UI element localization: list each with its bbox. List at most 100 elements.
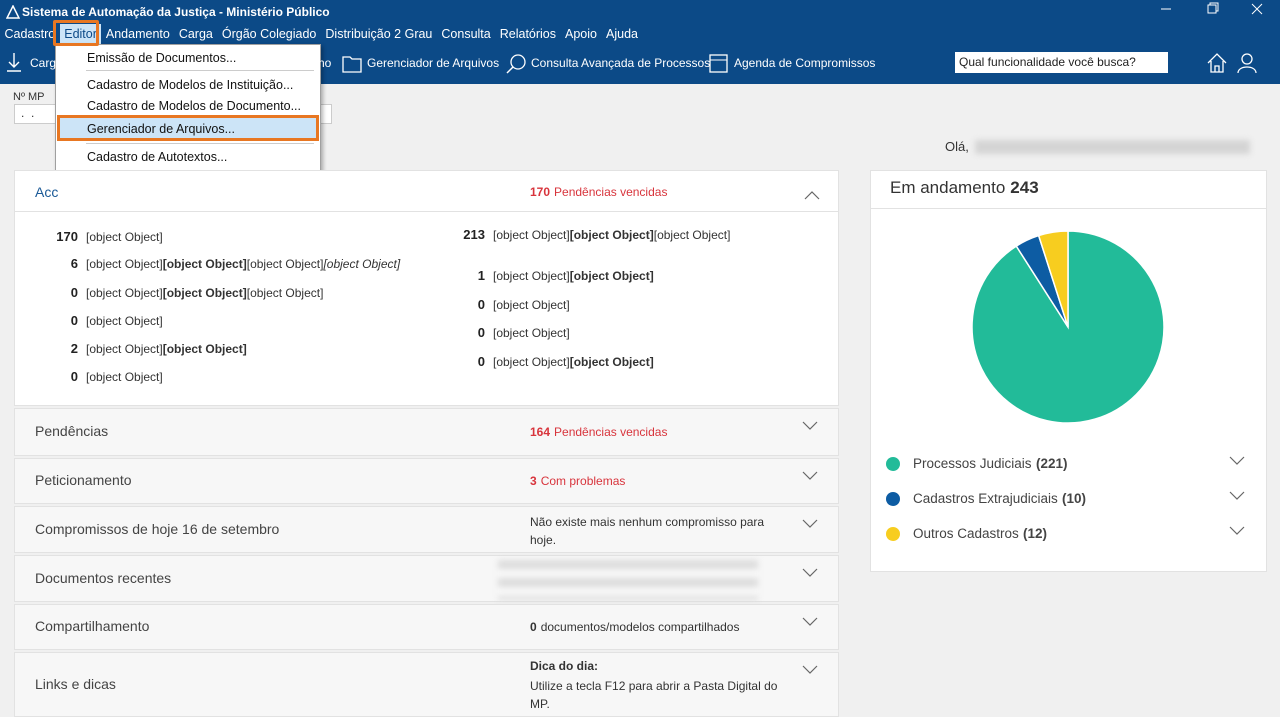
legend-label[interactable]: Processos Judiciais [913, 456, 1032, 471]
menu-item[interactable]: Órgão Colegiado [221, 27, 317, 41]
section-panel[interactable] [14, 458, 839, 504]
toolbar-item[interactable]: Carg [30, 56, 57, 70]
section-note: Não existe mais nenhum compromisso para … [530, 515, 765, 547]
search-box[interactable]: Qual funcionalidade você busca? [955, 52, 1168, 73]
window-controls[interactable] [1150, 0, 1280, 22]
item-text-part: [object Object] [569, 228, 654, 242]
item-count: 0 [70, 285, 78, 300]
menu-item[interactable]: Editor [59, 24, 102, 44]
collapse-toggle[interactable] [804, 190, 820, 200]
item-count: 0 [70, 369, 78, 384]
toolbar-icons [7, 53, 728, 74]
item-text-part: [object Object] [86, 370, 163, 384]
legend-toggle[interactable] [1229, 526, 1245, 536]
dropdown-item[interactable]: Gerenciador de Arquivos... [87, 122, 235, 136]
menu-item[interactable]: Andamento [105, 27, 170, 41]
status-header-line [14, 211, 839, 212]
section-panel[interactable] [14, 604, 839, 650]
status-panel [14, 170, 839, 406]
section-panel[interactable] [14, 652, 839, 717]
item-text-part: [object Object] [493, 228, 570, 242]
item-text: [object Object] [86, 369, 426, 385]
item-count: 213 [463, 227, 485, 242]
menu-item[interactable]: Distribuição 2 Grau [325, 27, 433, 41]
chart-title-text: Em andamento [890, 178, 1006, 197]
highlight-editor [53, 20, 99, 46]
section-title: Compromissos de hoje 16 de setembro [35, 520, 280, 537]
legend-value: (12) [1023, 526, 1048, 541]
alert-text: 170 Pendências vencidas [530, 185, 667, 199]
item-count: 1 [477, 268, 485, 283]
menu-item[interactable]: Cadastro [4, 27, 56, 41]
expand-toggle[interactable] [802, 617, 818, 627]
dropdown-item[interactable]: Cadastro de Modelos de Instituição... [87, 78, 294, 92]
section-panel[interactable] [14, 506, 839, 553]
item-text-part: [object Object] [323, 257, 401, 271]
greeting: Olá, [945, 139, 969, 154]
legend-dot [886, 492, 900, 506]
section-title: Compartilhamento [35, 618, 150, 634]
toolbar-item[interactable]: Agenda de Compromissos [734, 56, 876, 70]
legend-label[interactable]: Cadastros Extrajudiciais [913, 491, 1058, 506]
menu-item[interactable]: Relatórios [499, 27, 557, 41]
icon-download [7, 53, 21, 72]
icon-calendar [709, 54, 728, 73]
item-count: 0 [477, 297, 485, 312]
dropdown-separator [86, 70, 314, 71]
item-text: [object Object] [86, 313, 426, 329]
item-text-part: [object Object] [493, 269, 570, 283]
chevron-line [802, 519, 818, 528]
user-name-blurred [975, 140, 1250, 154]
menu-item[interactable]: Carga [178, 27, 213, 41]
menu-item[interactable]: Consulta [441, 27, 491, 41]
item-text: [object Object] [86, 229, 426, 245]
tip-title: Dica do dia: [530, 659, 599, 673]
pie-slice [1037, 230, 1069, 328]
expand-toggle[interactable] [802, 519, 818, 529]
menu-item[interactable]: Ajuda [606, 27, 638, 41]
item-text-part: [object Object] [86, 257, 163, 271]
expand-toggle[interactable] [802, 568, 818, 578]
header-icons[interactable] [1205, 51, 1265, 75]
icon-search-handle [506, 66, 514, 74]
toolbar-item[interactable]: Consulta Avançada de Processos [531, 56, 711, 70]
alert-label: Com problemas [540, 474, 626, 488]
item-text: [object Object][object Object] [493, 268, 803, 284]
section-title: Links e dicas [35, 675, 116, 692]
icon-search [510, 54, 526, 70]
item-text: [object Object] [493, 325, 803, 341]
expand-toggle[interactable] [802, 421, 818, 431]
card-divider [870, 208, 1267, 209]
menu-item[interactable]: Apoio [565, 27, 597, 41]
alert-text: 0 documentos/modelos compartilhados [530, 620, 739, 634]
expand-toggle[interactable] [802, 471, 818, 481]
dropdown-item[interactable]: Emissão de Documentos... [87, 51, 237, 65]
toolbar-item[interactable]: Gerenciador de Arquivos [367, 56, 500, 70]
alert-label: Pendências vencidas [554, 425, 668, 439]
item-text-part: [object Object] [86, 342, 163, 356]
dropdown-item[interactable]: Cadastro de Autotextos... [87, 150, 228, 164]
item-text-part: [object Object] [246, 257, 324, 271]
alert-text: 3 Com problemas [530, 474, 625, 488]
legend-label[interactable]: Outros Cadastros [913, 526, 1019, 541]
section-title: Pendências [35, 423, 109, 439]
chart-total: 243 [1010, 178, 1039, 197]
item-count: 6 [70, 256, 78, 271]
item-text: [object Object][object Object] [86, 341, 426, 357]
toolbar-item[interactable]: no [318, 56, 332, 70]
legend-toggle[interactable] [1229, 491, 1245, 501]
field-label: Nº MP [13, 91, 45, 103]
window-title: Sistema de Automação da Justiça - Minist… [22, 5, 330, 19]
icon-folder [342, 56, 362, 73]
dropdown-item[interactable]: Cadastro de Modelos de Documento... [87, 99, 302, 113]
app-icon [6, 5, 20, 19]
section-panel[interactable] [14, 408, 839, 456]
item-text-part: [object Object] [569, 355, 654, 369]
expand-toggle[interactable] [802, 665, 818, 675]
item-text-part: [object Object] [86, 286, 163, 300]
item-text-part: [object Object] [162, 342, 247, 356]
chevron-line [804, 191, 820, 200]
pie-slice [971, 230, 1165, 424]
legend-toggle[interactable] [1229, 456, 1245, 466]
